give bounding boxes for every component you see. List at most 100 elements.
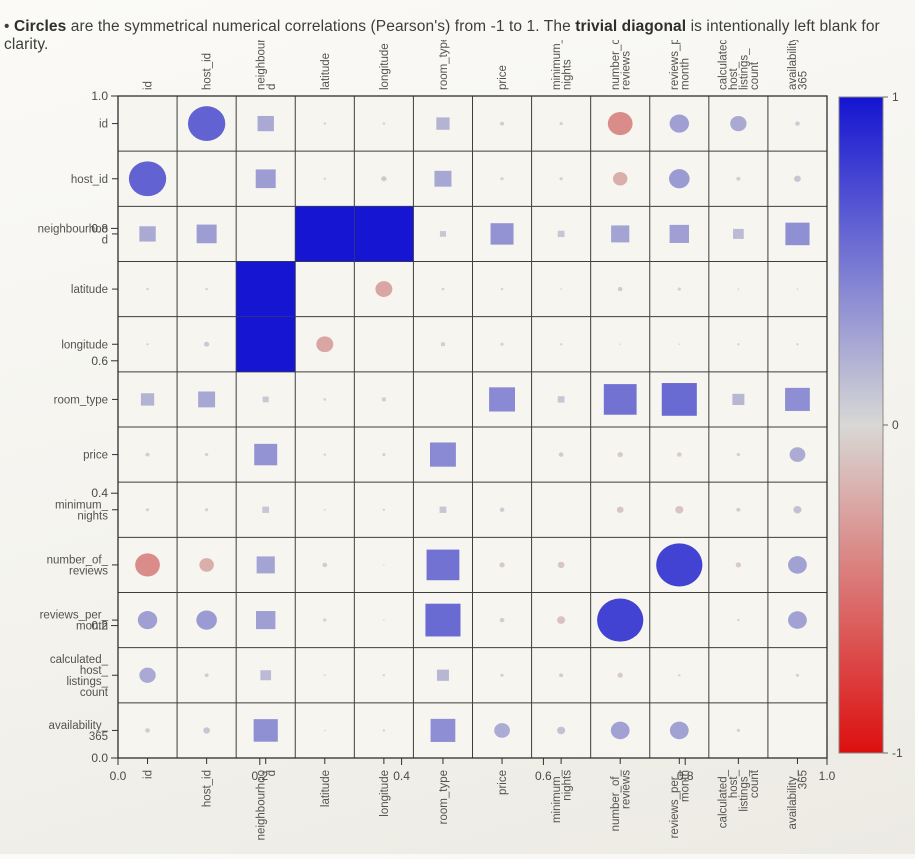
correlation-marker-square [440,342,445,347]
correlation-marker-square [253,719,278,742]
correlation-marker-circle [145,728,150,733]
correlation-marker-circle [557,726,566,735]
correlation-marker-square [732,393,745,406]
correlation-marker-circle [383,619,385,621]
correlation-marker-square [669,224,689,243]
correlation-marker-circle [675,505,684,514]
x-axis-numeric-label: 0.0 [110,769,127,783]
correlation-marker-circle [610,721,630,740]
y-axis-label: 365 [89,731,108,743]
correlation-marker-square [436,669,449,681]
correlation-marker-square [439,231,447,237]
correlation-marker-circle [737,343,740,346]
correlation-marker-circle [736,176,741,181]
correlation-marker-circle [736,507,741,512]
y-axis-numeric-label: 1.0 [91,89,108,103]
x-axis-label: d [266,770,278,776]
caption-text-mid: are the symmetrical numerical correlatio… [66,17,576,35]
correlation-marker-circle [617,452,623,458]
correlation-marker-circle [678,343,681,345]
y-axis-label: count [80,687,109,699]
y-axis-numeric-label: 0.8 [91,221,108,235]
colorbar-tick-label: 1 [892,90,899,104]
correlation-marker-circle [656,543,703,587]
correlation-marker-square [256,611,276,630]
correlation-marker-square [256,556,275,574]
x-axis-numeric-label: 0.4 [393,769,410,783]
correlation-marker-circle [736,728,741,732]
top-axis-label: host_id [202,53,214,90]
correlation-marker-circle [789,447,806,462]
y-axis-label: nights [77,510,108,522]
correlation-marker-square [323,398,327,401]
x-axis-label: neighbourhoo [255,770,267,840]
correlation-marker-circle [204,673,209,678]
correlation-marker-circle [322,562,328,568]
correlation-marker-square [603,384,637,415]
x-axis-label: availability_ [787,769,799,829]
correlation-marker-square [295,206,355,262]
correlation-marker-circle [204,453,209,457]
correlation-marker-circle [199,558,214,572]
correlation-marker-circle [146,287,149,291]
y-axis-label: month [76,621,108,633]
top-axis-label: number_of_ [610,40,622,90]
correlation-marker-circle [557,561,565,569]
correlation-marker-circle [557,616,566,624]
correlation-marker-square [733,228,744,239]
correlation-marker-circle [382,508,386,511]
y-axis-label: host_id [71,174,108,186]
x-axis-numeric-label: 0.2 [251,769,268,783]
colorbar [838,96,884,754]
correlation-marker-circle [146,343,149,346]
correlation-marker-square [140,393,155,406]
y-axis-numeric-labels: 1.0 0.8 0.6 0.4 0.2 0.0 [91,89,108,765]
correlation-marker-square [557,230,565,238]
correlation-marker-circle [607,112,633,136]
grid-lines [118,96,827,758]
x-axis-label: number_of_ [610,769,622,831]
chart-holder: id host_id neighbourhoo d latitude longitude r… [0,20,915,859]
correlation-marker-circle [499,617,505,623]
correlation-marker-circle [500,177,504,181]
correlation-marker-circle [323,618,327,622]
correlation-marker-circle [617,286,623,292]
correlation-marker-circle [559,177,563,181]
correlation-marker-circle [145,452,150,457]
y-axis-label: minimum_ [55,499,109,511]
correlation-markers [128,106,810,742]
correlation-marker-circle [323,674,326,677]
correlation-marker-circle [187,106,226,142]
top-axis-label: month [680,58,692,90]
correlation-marker-circle [559,122,563,126]
correlation-marker-circle [669,114,689,133]
correlation-marker-circle [737,618,740,622]
correlation-marker-circle [500,121,505,126]
caption-text-end: is intentionally left blank for clarity. [4,17,880,53]
top-axis-label: minimum_ [551,40,563,90]
correlation-marker-circle [203,341,210,347]
x-axis-label: reviews_per_ [669,769,681,838]
correlation-marker-circle [323,729,326,732]
correlation-marker-square [139,226,156,242]
chart-caption: • Circles are the symmetrical numerical … [4,18,910,54]
caption-term-circles: Circles [13,17,67,35]
correlation-marker-circle [737,288,740,290]
top-axis-label: 365 [798,71,810,90]
top-axis-label: calculated_ [718,40,730,90]
y-axis-label: listings_ [66,676,108,688]
correlation-marker-square [489,387,515,412]
correlation-marker-circle [204,508,209,512]
correlation-marker-circle [558,452,564,457]
correlation-marker-circle [382,674,386,677]
correlation-marker-square [262,506,270,513]
correlation-marker-square [557,396,565,403]
correlation-marker-circle [323,508,326,511]
correlation-marker-circle [619,343,622,345]
x-axis-label: price [497,770,509,795]
y-axis-numeric-label: 0.6 [91,354,108,368]
correlation-marker-circle [139,667,156,683]
correlation-marker-circle [316,336,334,353]
correlation-marker-square [661,383,697,416]
